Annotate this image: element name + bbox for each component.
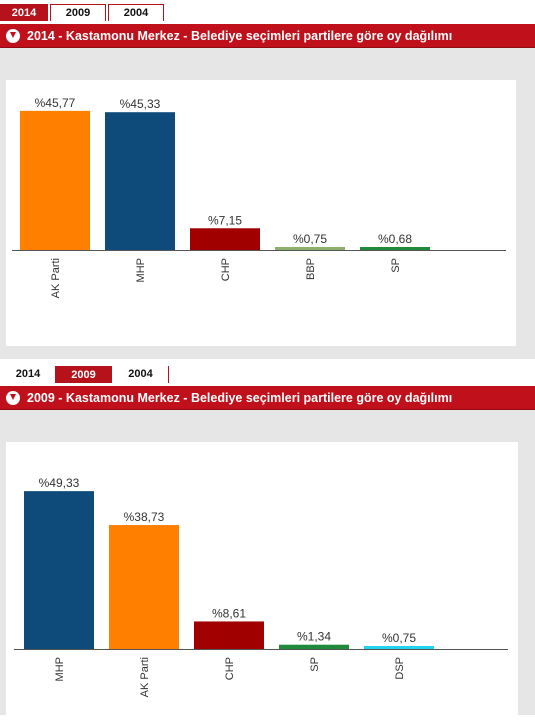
collapse-arrow-icon[interactable] (6, 390, 20, 405)
category-label: SP (309, 657, 321, 672)
election-panel-2009: 2014 2009 2004 2009 - Kastamonu Merkez -… (0, 366, 535, 715)
category-label: AK Parti (139, 657, 151, 697)
data-label: %8,61 (212, 606, 246, 620)
data-label: %45,33 (120, 97, 161, 111)
category-label: DSP (394, 657, 406, 680)
category-label: MHP (135, 258, 147, 282)
data-label: %49,33 (39, 476, 80, 490)
data-label: %0,68 (378, 232, 412, 246)
bar-chart-2014: %45,77 AK Parti %45,33 MHP %7,15 CHP %0,75 BBP%… (12, 96, 506, 298)
data-label: %38,73 (124, 510, 165, 524)
chart-area: %49,33 MHP %38,73 AK Parti %8,61 CHP %1,34 SP %0… (0, 410, 535, 715)
chart-canvas: %45,77 AK Parti %45,33 MHP %7,15 CHP %0,75 BBP%… (6, 80, 516, 346)
category-label: CHP (220, 258, 232, 281)
bar-sp (360, 247, 430, 250)
bar-sp (279, 644, 349, 649)
bar-chp (194, 621, 264, 649)
data-label: %0,75 (293, 232, 327, 246)
category-label: BBP (305, 258, 317, 280)
category-label: AK Parti (50, 258, 62, 298)
year-tabs: 2014 2009 2004 (0, 366, 535, 386)
tab-2004[interactable]: 2004 (108, 4, 164, 21)
bar-dsp (364, 646, 434, 649)
chart-area: %45,77 AK Parti %45,33 MHP %7,15 CHP %0,75 BBP%… (0, 48, 535, 359)
data-label: %1,34 (297, 630, 331, 644)
chart-header: 2014 - Kastamonu Merkez - Belediye seçim… (0, 24, 535, 48)
bar-mhp (24, 491, 94, 649)
category-label: CHP (224, 657, 236, 680)
chart-title: 2009 - Kastamonu Merkez - Belediye seçim… (27, 390, 453, 405)
category-label: MHP (54, 657, 66, 681)
tab-2004[interactable]: 2004 (113, 366, 169, 383)
category-label: SP (390, 258, 402, 273)
bar-mhp (105, 112, 175, 250)
data-label: %45,77 (35, 96, 76, 110)
bar-chart-2009: %49,33 MHP %38,73 AK Parti %8,61 CHP %1,34 SP %0… (14, 476, 508, 697)
data-label: %0,75 (382, 631, 416, 645)
chart-canvas: %49,33 MHP %38,73 AK Parti %8,61 CHP %1,34 SP %0… (6, 442, 518, 715)
tab-2009[interactable]: 2009 (50, 4, 106, 21)
chart-header: 2009 - Kastamonu Merkez - Belediye seçim… (0, 386, 535, 410)
bar-ak-parti (20, 110, 90, 251)
data-label: %7,15 (208, 213, 242, 227)
bar-chp (190, 228, 260, 250)
election-panel-2014: 2014 2009 2004 2014 - Kastamonu Merkez -… (0, 4, 535, 359)
tab-2014[interactable]: 2014 (6, 366, 50, 383)
year-tabs: 2014 2009 2004 (0, 4, 535, 24)
collapse-arrow-icon[interactable] (6, 28, 20, 43)
bar-ak-parti (109, 525, 179, 649)
bar-bbp (275, 247, 345, 250)
chart-title: 2014 - Kastamonu Merkez - Belediye seçim… (27, 28, 453, 43)
tab-2009[interactable]: 2009 (55, 366, 112, 383)
tab-2014[interactable]: 2014 (0, 4, 48, 21)
